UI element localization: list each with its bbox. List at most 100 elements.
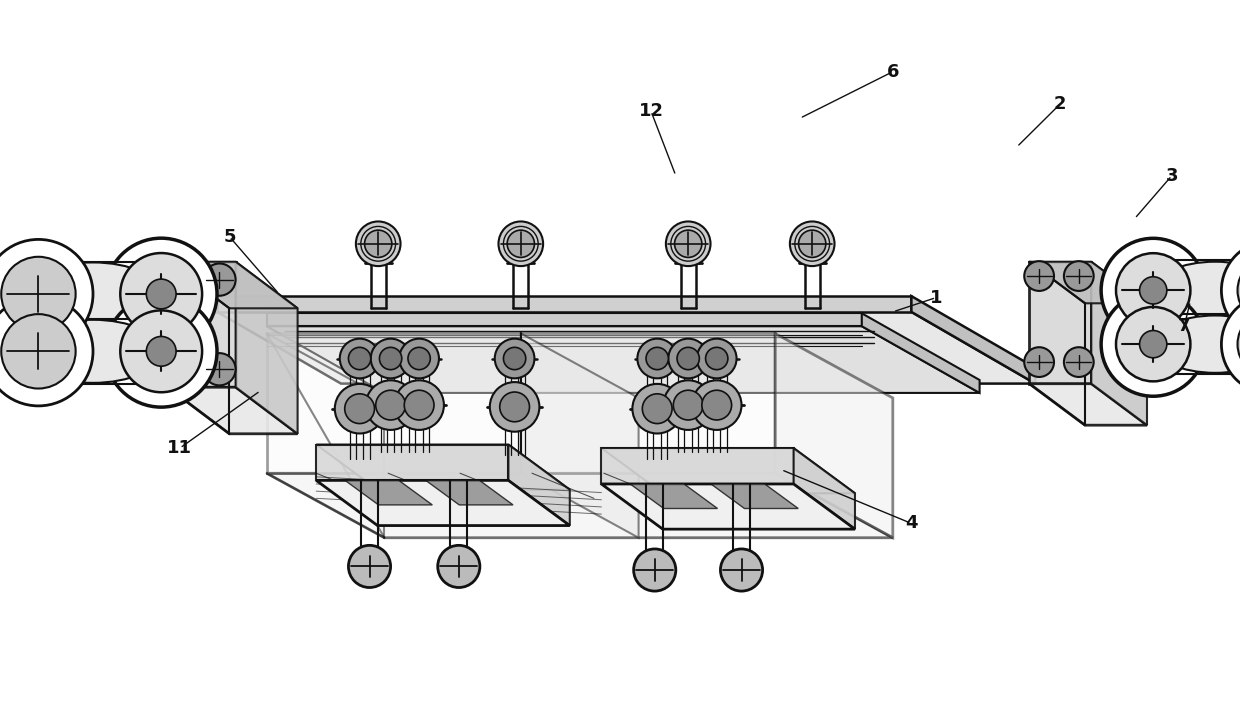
Circle shape bbox=[348, 546, 391, 587]
Circle shape bbox=[203, 353, 236, 385]
Circle shape bbox=[340, 338, 379, 379]
Circle shape bbox=[490, 382, 539, 432]
Circle shape bbox=[498, 222, 543, 266]
Circle shape bbox=[637, 338, 677, 379]
Circle shape bbox=[1140, 331, 1167, 358]
Circle shape bbox=[345, 394, 374, 424]
Circle shape bbox=[146, 279, 176, 309]
Ellipse shape bbox=[25, 262, 161, 326]
Circle shape bbox=[164, 353, 196, 385]
Circle shape bbox=[1024, 347, 1054, 377]
Polygon shape bbox=[1029, 262, 1147, 303]
Circle shape bbox=[1116, 253, 1190, 328]
Polygon shape bbox=[1029, 262, 1091, 384]
Circle shape bbox=[356, 222, 401, 266]
Circle shape bbox=[1221, 241, 1240, 340]
Circle shape bbox=[675, 230, 702, 257]
Circle shape bbox=[203, 264, 236, 295]
Circle shape bbox=[1116, 307, 1190, 381]
Polygon shape bbox=[794, 448, 856, 529]
Circle shape bbox=[1064, 261, 1094, 291]
Circle shape bbox=[632, 384, 682, 434]
Circle shape bbox=[1238, 310, 1240, 378]
Circle shape bbox=[790, 222, 835, 266]
Polygon shape bbox=[862, 313, 980, 393]
Text: 5: 5 bbox=[223, 227, 236, 246]
Polygon shape bbox=[267, 326, 980, 393]
Polygon shape bbox=[217, 296, 911, 312]
Polygon shape bbox=[217, 312, 1035, 384]
Circle shape bbox=[500, 392, 529, 422]
Circle shape bbox=[1140, 277, 1167, 304]
Circle shape bbox=[366, 380, 415, 430]
Polygon shape bbox=[601, 448, 856, 493]
Circle shape bbox=[376, 390, 405, 420]
Polygon shape bbox=[167, 262, 236, 387]
Circle shape bbox=[146, 336, 176, 366]
Polygon shape bbox=[316, 445, 569, 490]
Circle shape bbox=[1, 314, 76, 389]
Text: 4: 4 bbox=[905, 514, 918, 533]
Circle shape bbox=[335, 384, 384, 434]
Circle shape bbox=[365, 230, 392, 257]
Text: 12: 12 bbox=[639, 102, 663, 120]
Circle shape bbox=[692, 380, 742, 430]
Polygon shape bbox=[425, 480, 513, 505]
Polygon shape bbox=[267, 333, 775, 473]
Circle shape bbox=[120, 253, 202, 335]
Circle shape bbox=[164, 264, 196, 295]
Circle shape bbox=[379, 347, 402, 370]
Polygon shape bbox=[601, 448, 794, 484]
Polygon shape bbox=[1091, 262, 1147, 425]
Circle shape bbox=[663, 380, 713, 430]
Circle shape bbox=[666, 222, 711, 266]
Text: 7: 7 bbox=[1178, 317, 1190, 336]
Circle shape bbox=[1, 257, 76, 331]
Circle shape bbox=[1238, 257, 1240, 324]
Polygon shape bbox=[508, 445, 569, 526]
Polygon shape bbox=[1029, 384, 1147, 425]
Circle shape bbox=[1101, 292, 1205, 397]
Text: 6: 6 bbox=[887, 62, 899, 81]
Circle shape bbox=[348, 347, 371, 370]
Ellipse shape bbox=[25, 320, 161, 383]
Text: 3: 3 bbox=[1166, 166, 1178, 185]
Polygon shape bbox=[316, 480, 569, 526]
Circle shape bbox=[105, 295, 217, 407]
Polygon shape bbox=[236, 262, 298, 434]
Text: 11: 11 bbox=[167, 439, 192, 457]
Circle shape bbox=[1024, 261, 1054, 291]
Circle shape bbox=[673, 390, 703, 420]
Polygon shape bbox=[345, 480, 433, 505]
Circle shape bbox=[706, 347, 728, 370]
Circle shape bbox=[668, 338, 708, 379]
Circle shape bbox=[394, 380, 444, 430]
Polygon shape bbox=[316, 445, 508, 480]
Polygon shape bbox=[630, 484, 718, 508]
Circle shape bbox=[634, 549, 676, 591]
Polygon shape bbox=[601, 484, 856, 529]
Circle shape bbox=[105, 238, 217, 350]
Ellipse shape bbox=[1153, 262, 1240, 319]
Polygon shape bbox=[267, 313, 862, 326]
Text: 2: 2 bbox=[1054, 95, 1066, 113]
Circle shape bbox=[503, 347, 526, 370]
Circle shape bbox=[1064, 347, 1094, 377]
Circle shape bbox=[0, 239, 93, 348]
Circle shape bbox=[438, 546, 480, 587]
Circle shape bbox=[1221, 295, 1240, 394]
Polygon shape bbox=[521, 333, 639, 538]
Circle shape bbox=[799, 230, 826, 257]
Polygon shape bbox=[911, 296, 1035, 384]
Circle shape bbox=[720, 549, 763, 591]
Circle shape bbox=[702, 390, 732, 420]
Circle shape bbox=[404, 390, 434, 420]
Circle shape bbox=[1101, 238, 1205, 343]
Circle shape bbox=[371, 338, 410, 379]
Circle shape bbox=[642, 394, 672, 424]
Circle shape bbox=[120, 310, 202, 392]
Circle shape bbox=[408, 347, 430, 370]
Circle shape bbox=[697, 338, 737, 379]
Polygon shape bbox=[775, 333, 893, 538]
Polygon shape bbox=[711, 484, 799, 508]
